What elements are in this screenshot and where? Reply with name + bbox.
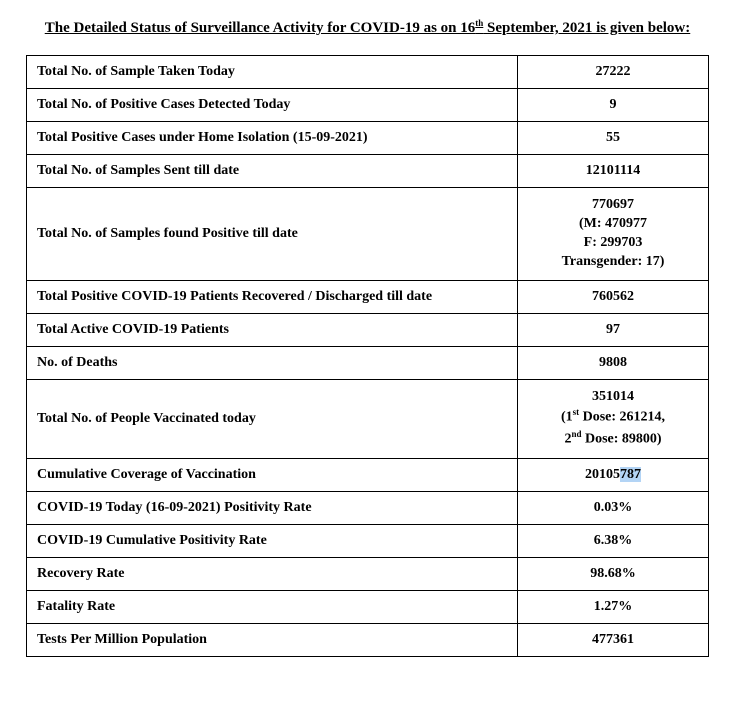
value-dose1: (1st Dose: 261214, [528, 406, 698, 428]
row-value: 55 [518, 122, 709, 155]
row-value: 1.27% [518, 590, 709, 623]
value-total: 770697 [528, 196, 698, 215]
row-label: Cumulative Coverage of Vaccination [27, 458, 518, 491]
row-value: 6.38% [518, 524, 709, 557]
row-value: 27222 [518, 56, 709, 89]
table-row: Recovery Rate 98.68% [27, 557, 709, 590]
row-label: Total No. of People Vaccinated today [27, 379, 518, 458]
row-value: 9808 [518, 346, 709, 379]
row-value: 12101114 [518, 155, 709, 188]
title-prefix: The Detailed Status of Surveillance Acti… [45, 20, 476, 36]
row-value: 760562 [518, 280, 709, 313]
table-row: Total Active COVID-19 Patients 97 [27, 313, 709, 346]
row-label: Total No. of Samples found Positive till… [27, 188, 518, 281]
table-row: No. of Deaths 9808 [27, 346, 709, 379]
table-row: COVID-19 Cumulative Positivity Rate 6.38… [27, 524, 709, 557]
row-label: Total No. of Sample Taken Today [27, 56, 518, 89]
table-row: Total No. of Samples found Positive till… [27, 188, 709, 281]
table-row: Total No. of Sample Taken Today 27222 [27, 56, 709, 89]
table-row: Tests Per Million Population 477361 [27, 623, 709, 656]
row-label: Tests Per Million Population [27, 623, 518, 656]
value-total: 351014 [528, 388, 698, 407]
title-suffix: September, 2021 is given below: [483, 20, 690, 36]
table-row: Total Positive Cases under Home Isolatio… [27, 122, 709, 155]
page-title: The Detailed Status of Surveillance Acti… [26, 18, 709, 37]
value-dose2: 2nd Dose: 89800) [528, 428, 698, 450]
row-label: Total Active COVID-19 Patients [27, 313, 518, 346]
row-value: 9 [518, 89, 709, 122]
row-label: Fatality Rate [27, 590, 518, 623]
value-female: F: 299703 [528, 234, 698, 253]
row-label: COVID-19 Cumulative Positivity Rate [27, 524, 518, 557]
row-value: 770697 (M: 470977 F: 299703 Transgender:… [518, 188, 709, 281]
row-value: 20105787 [518, 458, 709, 491]
value-transgender: Transgender: 17) [528, 253, 698, 272]
row-label: COVID-19 Today (16-09-2021) Positivity R… [27, 491, 518, 524]
row-label: Total No. of Positive Cases Detected Tod… [27, 89, 518, 122]
row-label: Recovery Rate [27, 557, 518, 590]
table-row: Total No. of Samples Sent till date 1210… [27, 155, 709, 188]
table-row: Total No. of People Vaccinated today 351… [27, 379, 709, 458]
row-value: 98.68% [518, 557, 709, 590]
table-row: COVID-19 Today (16-09-2021) Positivity R… [27, 491, 709, 524]
row-label: No. of Deaths [27, 346, 518, 379]
table-row: Cumulative Coverage of Vaccination 20105… [27, 458, 709, 491]
status-table: Total No. of Sample Taken Today 27222 To… [26, 55, 709, 657]
row-value: 0.03% [518, 491, 709, 524]
row-label: Total Positive COVID-19 Patients Recover… [27, 280, 518, 313]
value-male: (M: 470977 [528, 215, 698, 234]
row-label: Total No. of Samples Sent till date [27, 155, 518, 188]
table-row: Total No. of Positive Cases Detected Tod… [27, 89, 709, 122]
value-part-a: 20105 [585, 467, 620, 482]
table-row: Total Positive COVID-19 Patients Recover… [27, 280, 709, 313]
value-part-b-highlight: 787 [620, 467, 641, 482]
table-row: Fatality Rate 1.27% [27, 590, 709, 623]
row-label: Total Positive Cases under Home Isolatio… [27, 122, 518, 155]
row-value: 351014 (1st Dose: 261214, 2nd Dose: 8980… [518, 379, 709, 458]
row-value: 97 [518, 313, 709, 346]
row-value: 477361 [518, 623, 709, 656]
